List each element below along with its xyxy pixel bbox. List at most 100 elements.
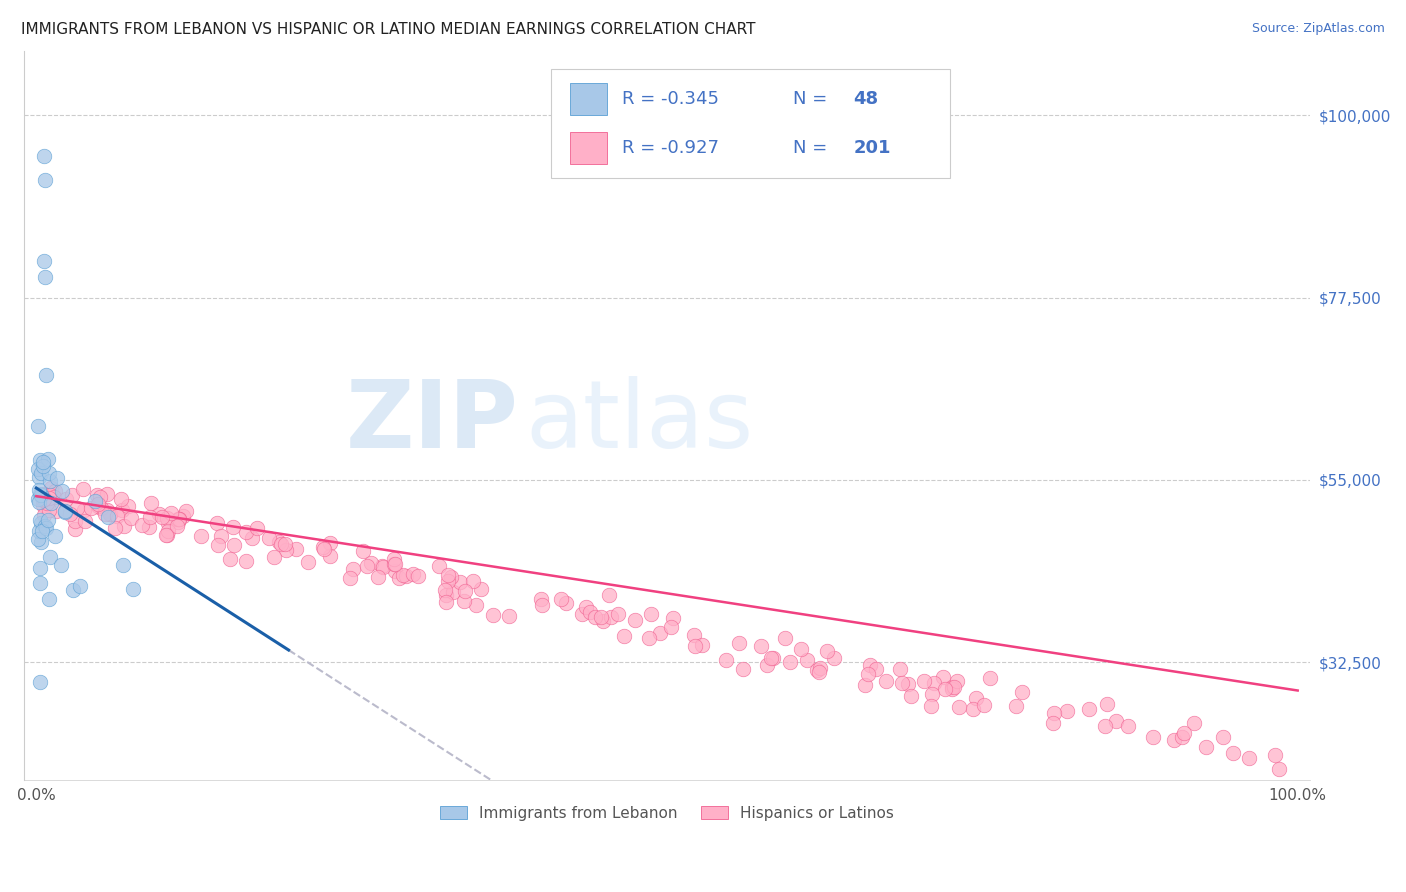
Point bbox=[32, 458, 55, 473]
Text: IMMIGRANTS FROM LEBANON VS HISPANIC OR LATINO MEDIAN EARNINGS CORRELATION CHART: IMMIGRANTS FROM LEBANON VS HISPANIC OR L… bbox=[21, 22, 755, 37]
Point bbox=[592, 614, 614, 628]
Point bbox=[62, 583, 84, 598]
Point bbox=[808, 661, 831, 675]
Point bbox=[41, 488, 63, 502]
Point bbox=[640, 607, 662, 621]
Point bbox=[498, 608, 520, 623]
Point bbox=[941, 682, 963, 697]
Point bbox=[406, 568, 429, 582]
Point bbox=[427, 558, 450, 573]
Point bbox=[274, 536, 297, 550]
Point bbox=[190, 529, 212, 543]
Point bbox=[441, 585, 464, 599]
Point bbox=[606, 607, 628, 622]
Point bbox=[30, 516, 52, 531]
Point bbox=[683, 639, 706, 653]
Point bbox=[157, 516, 180, 531]
Point bbox=[27, 462, 49, 476]
Point bbox=[319, 549, 342, 564]
Text: N =: N = bbox=[793, 139, 834, 157]
Text: Source: ZipAtlas.com: Source: ZipAtlas.com bbox=[1251, 22, 1385, 36]
Point bbox=[395, 569, 418, 583]
Point bbox=[356, 559, 378, 574]
Point bbox=[1239, 750, 1261, 764]
Point bbox=[965, 691, 987, 706]
Point bbox=[32, 455, 55, 469]
Point bbox=[875, 674, 897, 689]
Point bbox=[39, 488, 62, 502]
Point bbox=[962, 702, 984, 716]
Point bbox=[263, 549, 285, 564]
Point bbox=[34, 488, 56, 502]
Point bbox=[470, 582, 492, 597]
Point bbox=[89, 490, 111, 504]
Point bbox=[51, 484, 73, 499]
Point bbox=[575, 600, 598, 615]
Point bbox=[156, 524, 179, 538]
Point bbox=[32, 254, 55, 268]
Point bbox=[30, 488, 52, 502]
Point bbox=[756, 658, 779, 673]
Point bbox=[371, 559, 394, 574]
Point bbox=[637, 632, 659, 646]
Point bbox=[30, 561, 52, 575]
Point bbox=[39, 474, 62, 488]
Point bbox=[45, 471, 67, 485]
Point bbox=[583, 610, 606, 624]
Point bbox=[274, 543, 297, 558]
Text: R = -0.927: R = -0.927 bbox=[621, 139, 718, 157]
Point bbox=[943, 681, 966, 695]
FancyBboxPatch shape bbox=[571, 83, 606, 115]
Point bbox=[39, 481, 62, 495]
Point bbox=[167, 512, 190, 526]
Point bbox=[38, 502, 60, 516]
Point bbox=[105, 509, 128, 524]
Point bbox=[865, 663, 887, 677]
Point bbox=[434, 595, 457, 609]
Point bbox=[856, 666, 879, 681]
Point bbox=[1056, 705, 1078, 719]
Point bbox=[160, 507, 183, 521]
Point bbox=[773, 631, 796, 645]
Point bbox=[571, 607, 593, 621]
Point bbox=[69, 579, 91, 593]
Point bbox=[579, 605, 602, 619]
Text: 48: 48 bbox=[853, 90, 879, 108]
Point bbox=[550, 592, 572, 607]
Point bbox=[37, 452, 59, 467]
Point bbox=[912, 674, 935, 689]
Point bbox=[924, 675, 946, 690]
Point bbox=[449, 574, 471, 589]
Point bbox=[946, 673, 969, 688]
Point bbox=[464, 598, 486, 612]
Point bbox=[117, 499, 139, 513]
Point bbox=[948, 700, 970, 714]
Point bbox=[49, 558, 72, 573]
Point bbox=[270, 537, 292, 551]
Point bbox=[624, 613, 647, 627]
Point bbox=[257, 531, 280, 545]
Point bbox=[889, 662, 911, 676]
Point bbox=[34, 270, 56, 285]
Point bbox=[342, 562, 364, 576]
Point bbox=[32, 493, 55, 508]
Point bbox=[100, 507, 122, 521]
Point bbox=[30, 488, 52, 502]
Text: 201: 201 bbox=[853, 139, 891, 157]
Point bbox=[312, 540, 335, 554]
Point bbox=[38, 549, 60, 564]
Point bbox=[73, 503, 96, 517]
Point bbox=[27, 532, 49, 546]
Point bbox=[973, 698, 995, 713]
Point bbox=[384, 565, 406, 579]
Point bbox=[1163, 733, 1185, 747]
Point bbox=[86, 500, 108, 514]
Point bbox=[352, 544, 374, 558]
Point bbox=[339, 571, 361, 585]
Point bbox=[921, 687, 943, 701]
Point bbox=[35, 520, 58, 534]
Point bbox=[454, 583, 477, 598]
Point bbox=[267, 534, 290, 549]
Point bbox=[31, 486, 53, 500]
Point bbox=[34, 173, 56, 187]
